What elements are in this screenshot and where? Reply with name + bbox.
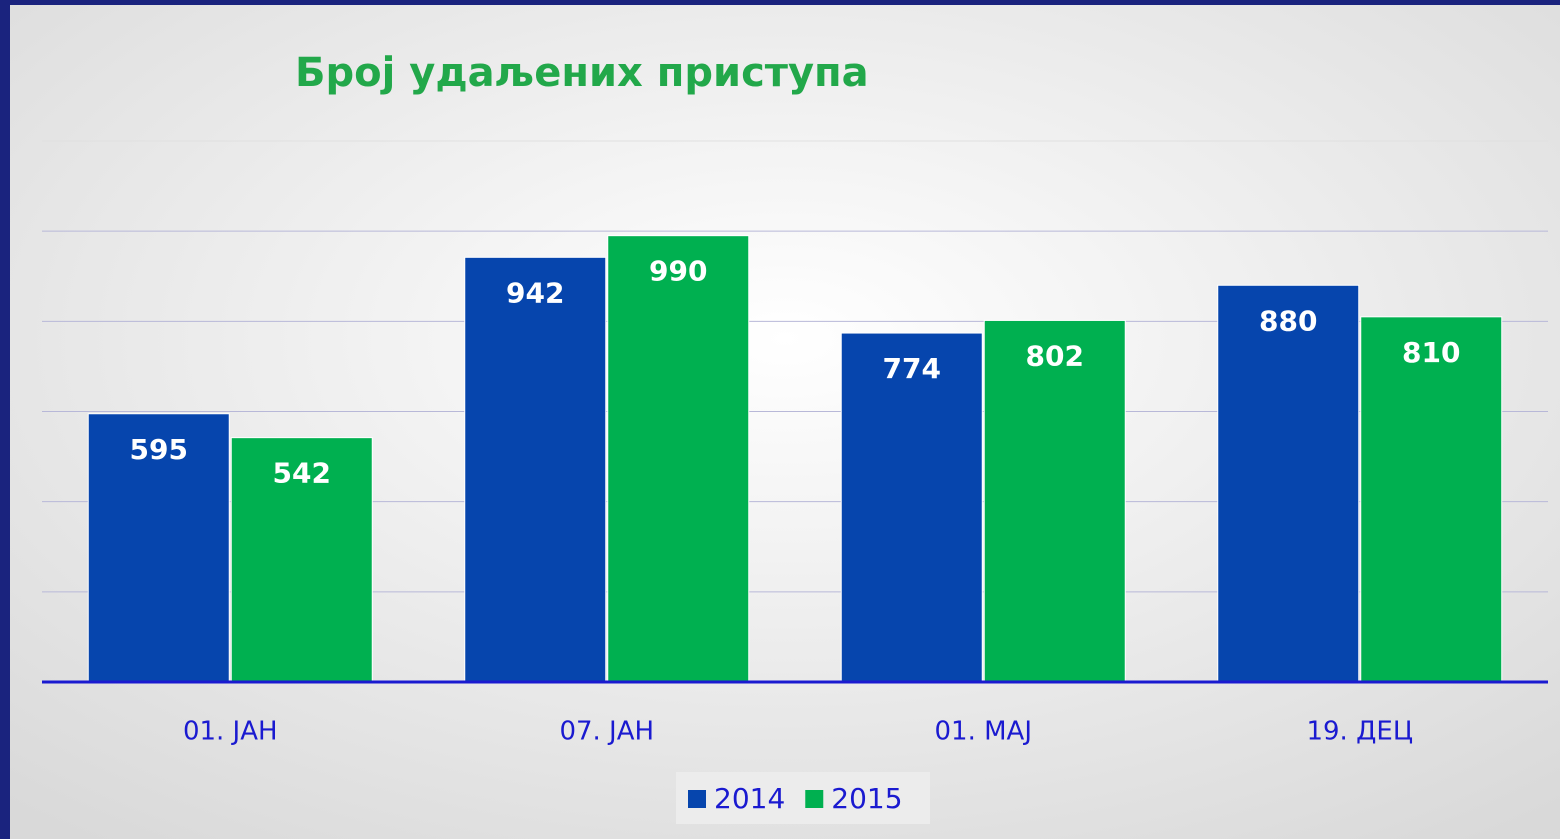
x-tick-label: 01. ЈАН (183, 717, 278, 747)
legend-label: 2015 (831, 782, 902, 815)
data-label: 774 (883, 352, 941, 385)
x-tick-label: 01. МАЈ (935, 717, 1033, 747)
data-label: 942 (506, 276, 564, 309)
data-label: 990 (649, 255, 707, 288)
legend-box (676, 772, 930, 824)
chart-title: Број удаљених приступа (295, 50, 869, 96)
legend-swatch (805, 790, 824, 808)
legend-swatch (688, 790, 706, 808)
data-label: 880 (1259, 304, 1317, 337)
data-label: 810 (1402, 336, 1460, 369)
bar (1217, 284, 1360, 683)
bar (230, 437, 373, 683)
bar (840, 332, 983, 683)
data-label: 542 (273, 457, 331, 490)
bar (983, 319, 1126, 683)
x-tick-label: 07. ЈАН (559, 717, 654, 747)
data-label: 802 (1026, 339, 1084, 372)
legend: 2014 2015 (676, 772, 930, 824)
bar (87, 413, 230, 683)
bar (607, 235, 750, 683)
data-label: 595 (130, 433, 188, 466)
legend-label: 2014 (714, 782, 785, 815)
bar (1360, 316, 1503, 683)
x-tick-label: 19. ДЕЦ (1306, 717, 1413, 747)
bar (464, 256, 607, 683)
